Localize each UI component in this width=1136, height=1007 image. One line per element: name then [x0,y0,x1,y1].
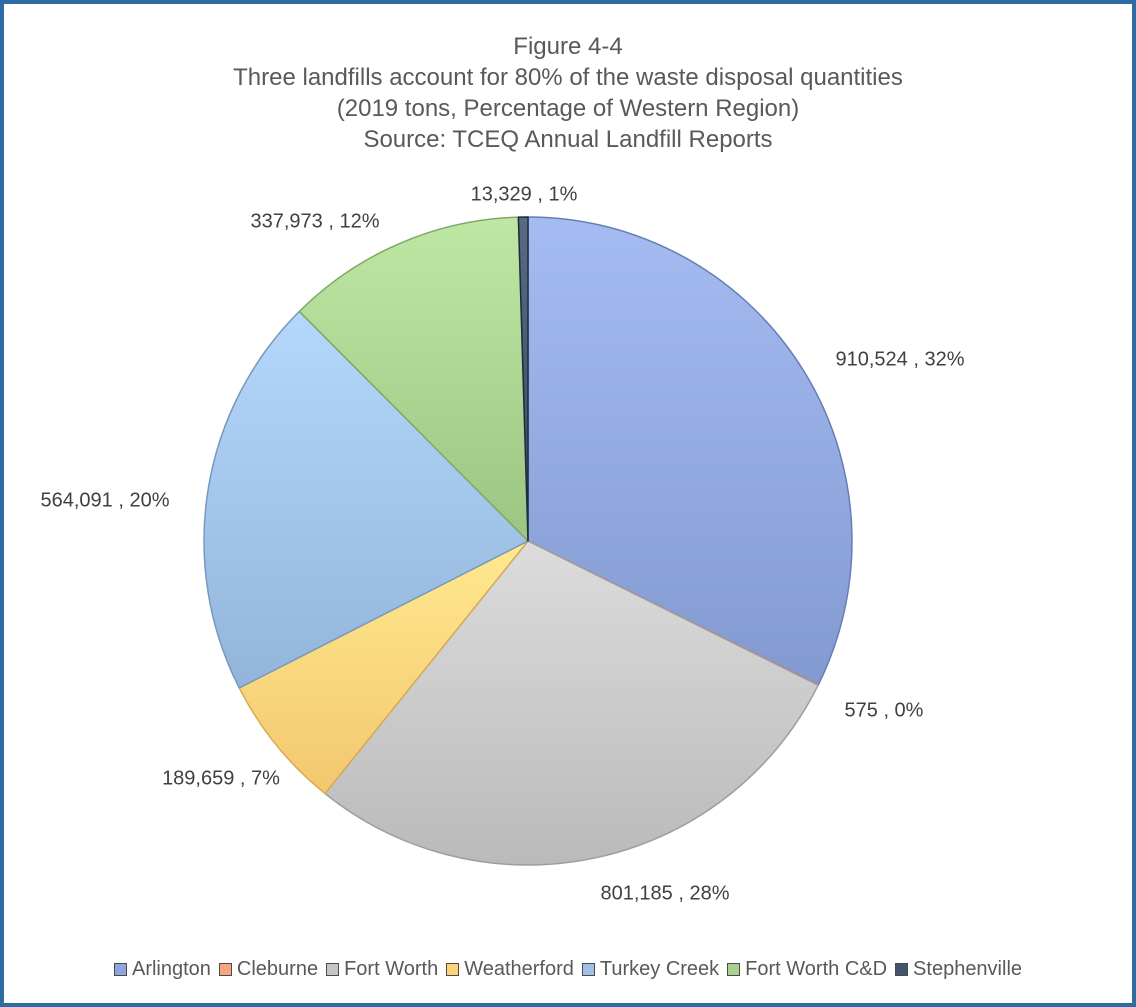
chart-subtitle-line-3: Source: TCEQ Annual Landfill Reports [363,126,773,153]
legend-swatch-arlington [113,963,127,976]
pie-slice-turkey-creek [203,310,529,689]
legend-item-turkey-creek: Turkey Creek [581,958,720,981]
pie-slice-stephenville [517,216,529,542]
data-label-arlington: 910,524 , 32% [836,348,965,370]
legend-label-arlington: Arlington [131,958,211,980]
legend-item-fort-worth: Fort Worth [326,958,438,981]
legend-swatch-fort-worth-c-d [727,963,741,976]
legend-label-weatherford: Weatherford [464,958,574,980]
chart-subtitle-line-1: Three landfills account for 80% of the w… [233,64,903,91]
data-label-fort-worth: 801,185 , 28% [601,882,730,904]
chart-subtitle-line-2: (2019 tons, Percentage of Western Region… [336,95,800,122]
legend-label-fort-worth-c-d: Fort Worth C&D [745,958,888,980]
legend-label-stephenville: Stephenville [913,958,1023,980]
legend-item-arlington: Arlington [113,958,211,981]
legend-swatch-cleburne [218,963,232,976]
legend-label-fort-worth: Fort Worth [344,958,439,980]
pie-slice-fort-worth [324,540,819,866]
legend-item-weatherford: Weatherford [446,958,574,981]
legend-item-fort-worth-c-d: Fort Worth C&D [727,958,887,981]
chart-title-block: Figure 4-4 Three landfills account for 8… [0,31,1136,155]
data-label-weatherford: 189,659 , 7% [162,767,280,789]
legend-item-cleburne: Cleburne [218,958,319,981]
data-label-turkey-creek: 564,091 , 20% [41,489,170,511]
legend-swatch-stephenville [895,963,909,976]
data-label-fort-worth-c-d: 337,973 , 12% [251,210,380,232]
pie-slice-arlington [527,216,853,686]
chart-legend: Arlington Cleburne Fort Worth Weatherford Tu… [0,958,1136,981]
chart-title: Figure 4-4 [513,33,623,60]
legend-swatch-fort-worth [326,963,340,976]
legend-item-stephenville: Stephenville [895,958,1022,981]
pie-slice-weatherford [238,540,529,795]
legend-label-cleburne: Cleburne [236,958,319,980]
legend-label-turkey-creek: Turkey Creek [599,958,720,980]
data-label-stephenville: 13,329 , 1% [471,183,578,205]
pie-slice-fort-worth-c-d [298,216,529,542]
data-label-cleburne: 575 , 0% [845,699,924,721]
legend-swatch-weatherford [446,963,460,976]
legend-swatch-turkey-creek [581,963,595,976]
